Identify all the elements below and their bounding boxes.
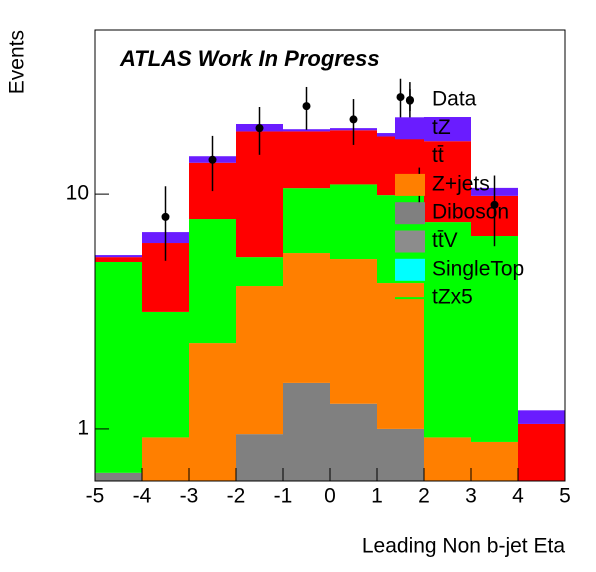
bar-segment [95, 255, 142, 258]
bar-segment [189, 219, 236, 344]
legend-label: tZ [432, 116, 451, 139]
x-tick-label: 3 [465, 485, 477, 508]
data-point [349, 115, 358, 124]
bar-segment [189, 343, 236, 481]
legend-label: Diboson [432, 201, 509, 224]
x-tick-label: -1 [274, 485, 293, 508]
legend-label: Z+jets [432, 172, 490, 195]
bar-segment [471, 441, 518, 481]
bar-segment [377, 428, 424, 481]
x-tick-label: -4 [133, 485, 152, 508]
bar-segment [330, 184, 377, 260]
bar-segment [142, 437, 189, 481]
bar-segment [283, 382, 330, 481]
bar-segment [95, 472, 142, 481]
bar-segment [424, 437, 471, 481]
bar-segment [283, 131, 330, 189]
bar-segment [424, 222, 471, 438]
bar-segment [518, 423, 565, 481]
legend-marker [395, 145, 425, 168]
legend-marker [395, 173, 425, 196]
x-tick-label: 2 [418, 485, 430, 508]
legend-marker [395, 117, 425, 140]
x-axis-label: Leading Non b-jet Eta [362, 535, 565, 558]
bar-segment [518, 410, 565, 424]
data-point [396, 93, 405, 102]
bar-segment [330, 403, 377, 481]
annotation: ATLAS Work In Progress [119, 46, 380, 71]
x-tick-label: -5 [86, 485, 105, 508]
bar-segment [377, 283, 424, 429]
bar-segment [95, 257, 142, 262]
data-point [208, 155, 217, 164]
y-tick-label: 10 [66, 182, 89, 205]
data-point [302, 102, 311, 111]
legend-label: SingleTop [432, 257, 524, 280]
bar-segment [142, 311, 189, 438]
data-point [490, 200, 499, 209]
x-tick-label: -2 [227, 485, 246, 508]
bar-segment [283, 188, 330, 254]
x-tick-label: 5 [559, 485, 571, 508]
legend-marker [395, 202, 425, 225]
x-tick-label: -3 [180, 485, 199, 508]
x-tick-label: 0 [324, 485, 336, 508]
legend-label: tt̄ [432, 144, 444, 167]
legend-marker [395, 230, 425, 253]
legend-marker [406, 96, 414, 104]
x-tick-label: 1 [371, 485, 383, 508]
bar-segment [283, 129, 330, 132]
bar-segment [236, 257, 283, 287]
data-point [255, 124, 264, 133]
bar-segment [236, 434, 283, 481]
plot-area [95, 117, 565, 481]
legend-label: Data [432, 88, 477, 111]
legend-label: tZx5 [432, 286, 473, 309]
bar-segment [283, 253, 330, 383]
bar-segment [236, 286, 283, 435]
legend-label: tt̄V [432, 229, 458, 252]
data-point [161, 212, 170, 221]
y-tick-label: 1 [77, 416, 89, 439]
bar-segment [471, 236, 518, 442]
x-tick-label: 4 [512, 485, 524, 508]
bar-segment [424, 117, 471, 142]
bar-segment [424, 141, 471, 223]
bar-segment [330, 259, 377, 404]
legend-marker [395, 258, 425, 281]
bar-segment [95, 261, 142, 473]
y-axis-label: Events [6, 30, 29, 94]
